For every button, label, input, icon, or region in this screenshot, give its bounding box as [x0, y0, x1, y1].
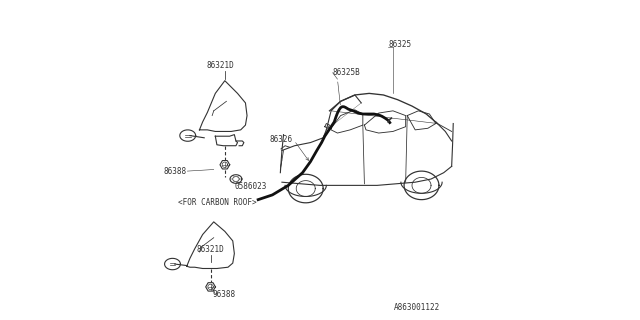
Text: 86326: 86326	[270, 135, 293, 144]
Text: 86321D: 86321D	[206, 60, 234, 69]
Text: 0586023: 0586023	[235, 182, 268, 191]
Text: 86325: 86325	[388, 40, 412, 49]
Text: <FOR CARBON ROOF>: <FOR CARBON ROOF>	[177, 198, 256, 207]
Text: 86325B: 86325B	[333, 68, 360, 77]
Text: 86388: 86388	[163, 167, 186, 176]
Text: A863001122: A863001122	[394, 303, 440, 312]
Text: 96388: 96388	[212, 290, 236, 299]
Text: 86321D: 86321D	[196, 244, 225, 253]
